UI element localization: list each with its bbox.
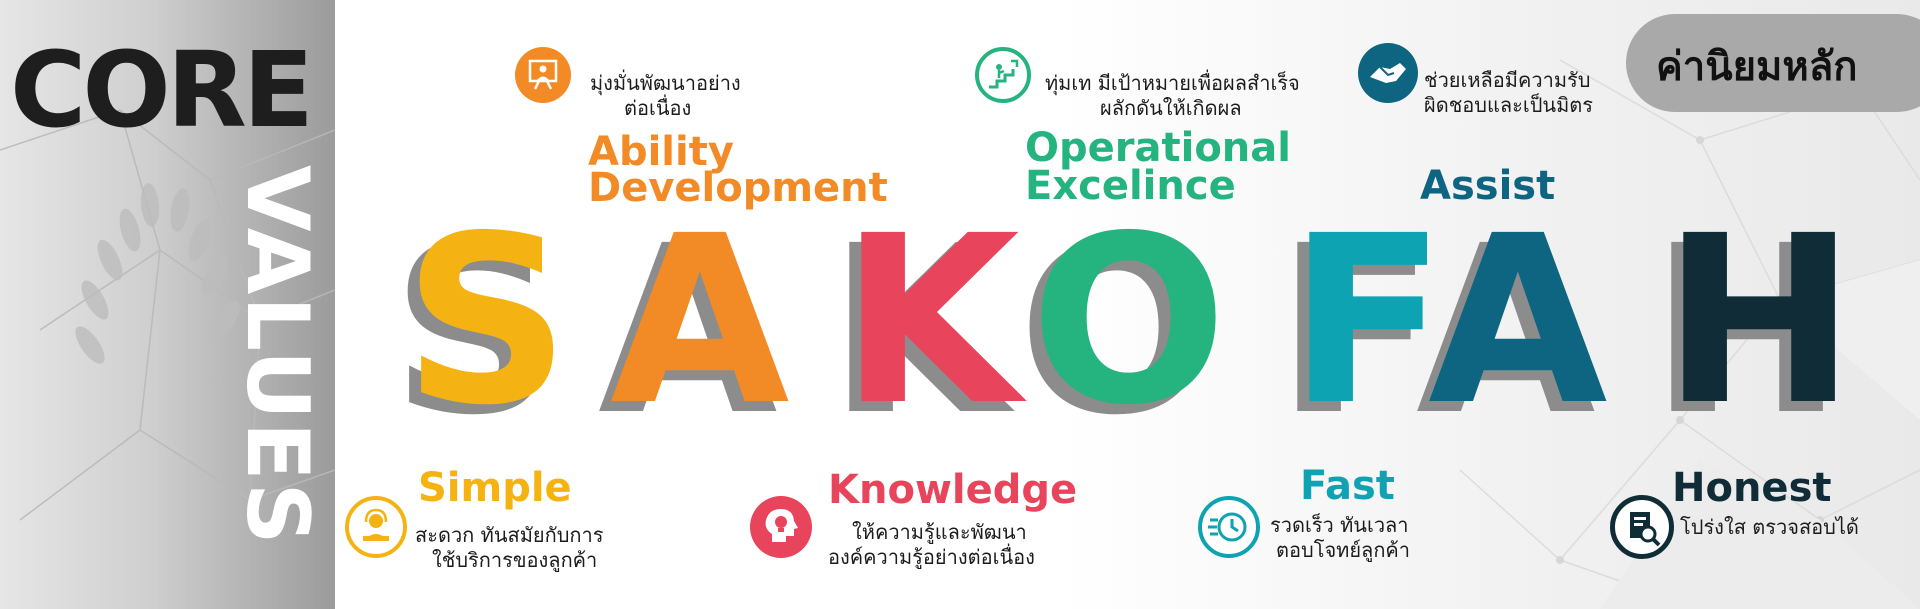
- operational-desc-line2: ผลักดันให้เกิดผล: [1100, 96, 1242, 120]
- assist-desc-line1: ช่วยเหลือมีความรับ: [1424, 68, 1591, 92]
- fast-desc-line2: ตอบโจทย์ลูกค้า: [1276, 538, 1411, 562]
- letter-o: O: [1030, 186, 1228, 456]
- ability-title-line2: Development: [588, 165, 888, 211]
- simple-title: Simple: [418, 465, 572, 511]
- operational-desc-line1: ทุ่มเท มีเป้าหมายเพื่อผลสำเร็จ: [1045, 71, 1300, 95]
- honest-desc-line1: โปร่งใส ตรวจสอบได้: [1680, 515, 1859, 539]
- goal-steps-icon: [975, 47, 1031, 103]
- badge-label: ค่านิยมหลัก: [1656, 44, 1858, 90]
- handshake-icon: [1358, 43, 1418, 103]
- head-lightbulb-icon: [750, 496, 812, 558]
- simple-desc-line2: ใช้บริการของลูกค้า: [432, 548, 598, 572]
- values-heading: VALUES: [227, 165, 327, 547]
- knowledge-desc-line2: องค์ความรู้อย่างต่อเนื่อง: [828, 545, 1035, 569]
- assist-title: Assist: [1420, 163, 1556, 209]
- letter-f: F: [1288, 186, 1447, 456]
- honest-title: Honest: [1672, 465, 1832, 511]
- simple-desc-line1: สะดวก ทันสมัยกับการ: [415, 523, 604, 547]
- ability-desc-line1: มุ่งมั่นพัฒนาอย่าง: [590, 71, 741, 95]
- customer-service-icon: [345, 496, 407, 558]
- presentation-icon: [515, 47, 571, 103]
- fast-clock-icon: [1198, 496, 1260, 558]
- assist-desc-line2: ผิดชอบและเป็นมิตร: [1424, 93, 1593, 117]
- letter-a-orange: A: [610, 186, 790, 456]
- ability-title-line1: Ability: [588, 129, 734, 175]
- fast-title: Fast: [1300, 463, 1395, 509]
- letter-h: H: [1662, 186, 1857, 456]
- knowledge-title: Knowledge: [828, 467, 1078, 513]
- operational-title-line2: Excelince: [1025, 163, 1236, 209]
- letter-s: S: [403, 186, 571, 456]
- left-panel: CORE: [0, 0, 335, 609]
- core-heading: CORE: [10, 29, 314, 151]
- badge-pill: [1626, 14, 1920, 112]
- letter-a-blue: A: [1428, 186, 1608, 456]
- ability-desc-line2: ต่อเนื่อง: [624, 96, 692, 120]
- fast-desc-line1: รวดเร็ว ทันเวลา: [1270, 513, 1409, 537]
- operational-title-line1: Operational: [1025, 125, 1291, 171]
- letter-k: K: [840, 186, 1020, 456]
- document-search-icon: [1610, 495, 1674, 559]
- knowledge-desc-line1: ให้ความรู้และพัฒนา: [852, 520, 1027, 544]
- rice-pattern-background: [0, 109, 335, 521]
